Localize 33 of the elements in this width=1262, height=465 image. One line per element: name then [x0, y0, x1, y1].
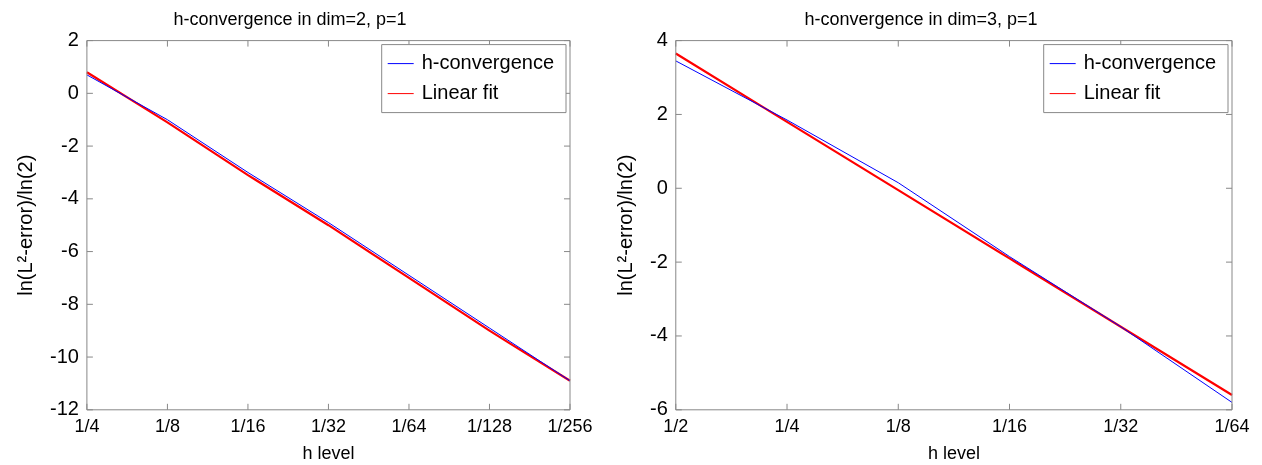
y-tick-label: 0: [67, 80, 79, 103]
x-tick-label: 1/8: [885, 415, 911, 436]
x-axis-title: h level: [302, 443, 355, 464]
y-axis-title: ln(L²-error)/ln(2): [613, 154, 636, 296]
x-tick-label: 1/16: [991, 415, 1028, 436]
y-tick-label: 0: [656, 175, 668, 198]
x-tick-label: 1/32: [1103, 415, 1139, 436]
x-tick-label: 1/32: [310, 415, 346, 436]
x-tick-label: 1/256: [547, 415, 593, 436]
y-tick-label: 2: [656, 101, 668, 124]
x-tick-label: 1/8: [154, 415, 180, 436]
x-tick-label: 1/4: [774, 415, 800, 436]
x-tick-label: 1/64: [391, 415, 427, 436]
legend-label: h-convergence: [421, 51, 555, 74]
y-tick-label: 4: [656, 28, 668, 51]
y-tick-label: -6: [61, 239, 79, 262]
y-tick-label: -2: [61, 133, 79, 156]
y-tick-label: -4: [61, 186, 79, 209]
x-tick-label: 1/64: [1214, 415, 1250, 436]
y-axis-title: ln(L²-error)/ln(2): [13, 154, 36, 296]
x-tick-label: 1/128: [466, 415, 513, 436]
x-axis-title: h level: [927, 443, 980, 464]
legend-label: Linear fit: [1083, 81, 1161, 104]
y-tick-label: -10: [50, 344, 79, 367]
legend-label: h-convergence: [1083, 51, 1217, 74]
x-tick-label: 1/16: [230, 415, 266, 436]
legend-label: Linear fit: [421, 81, 499, 104]
chart-title: h-convergence in dim=3, p=1: [804, 8, 1038, 29]
y-tick-label: 2: [67, 28, 79, 51]
y-tick-label: -4: [649, 323, 668, 346]
chart-title: h-convergence in dim=2, p=1: [173, 8, 407, 29]
y-tick-label: -8: [61, 291, 79, 314]
y-tick-label: -2: [649, 249, 668, 272]
